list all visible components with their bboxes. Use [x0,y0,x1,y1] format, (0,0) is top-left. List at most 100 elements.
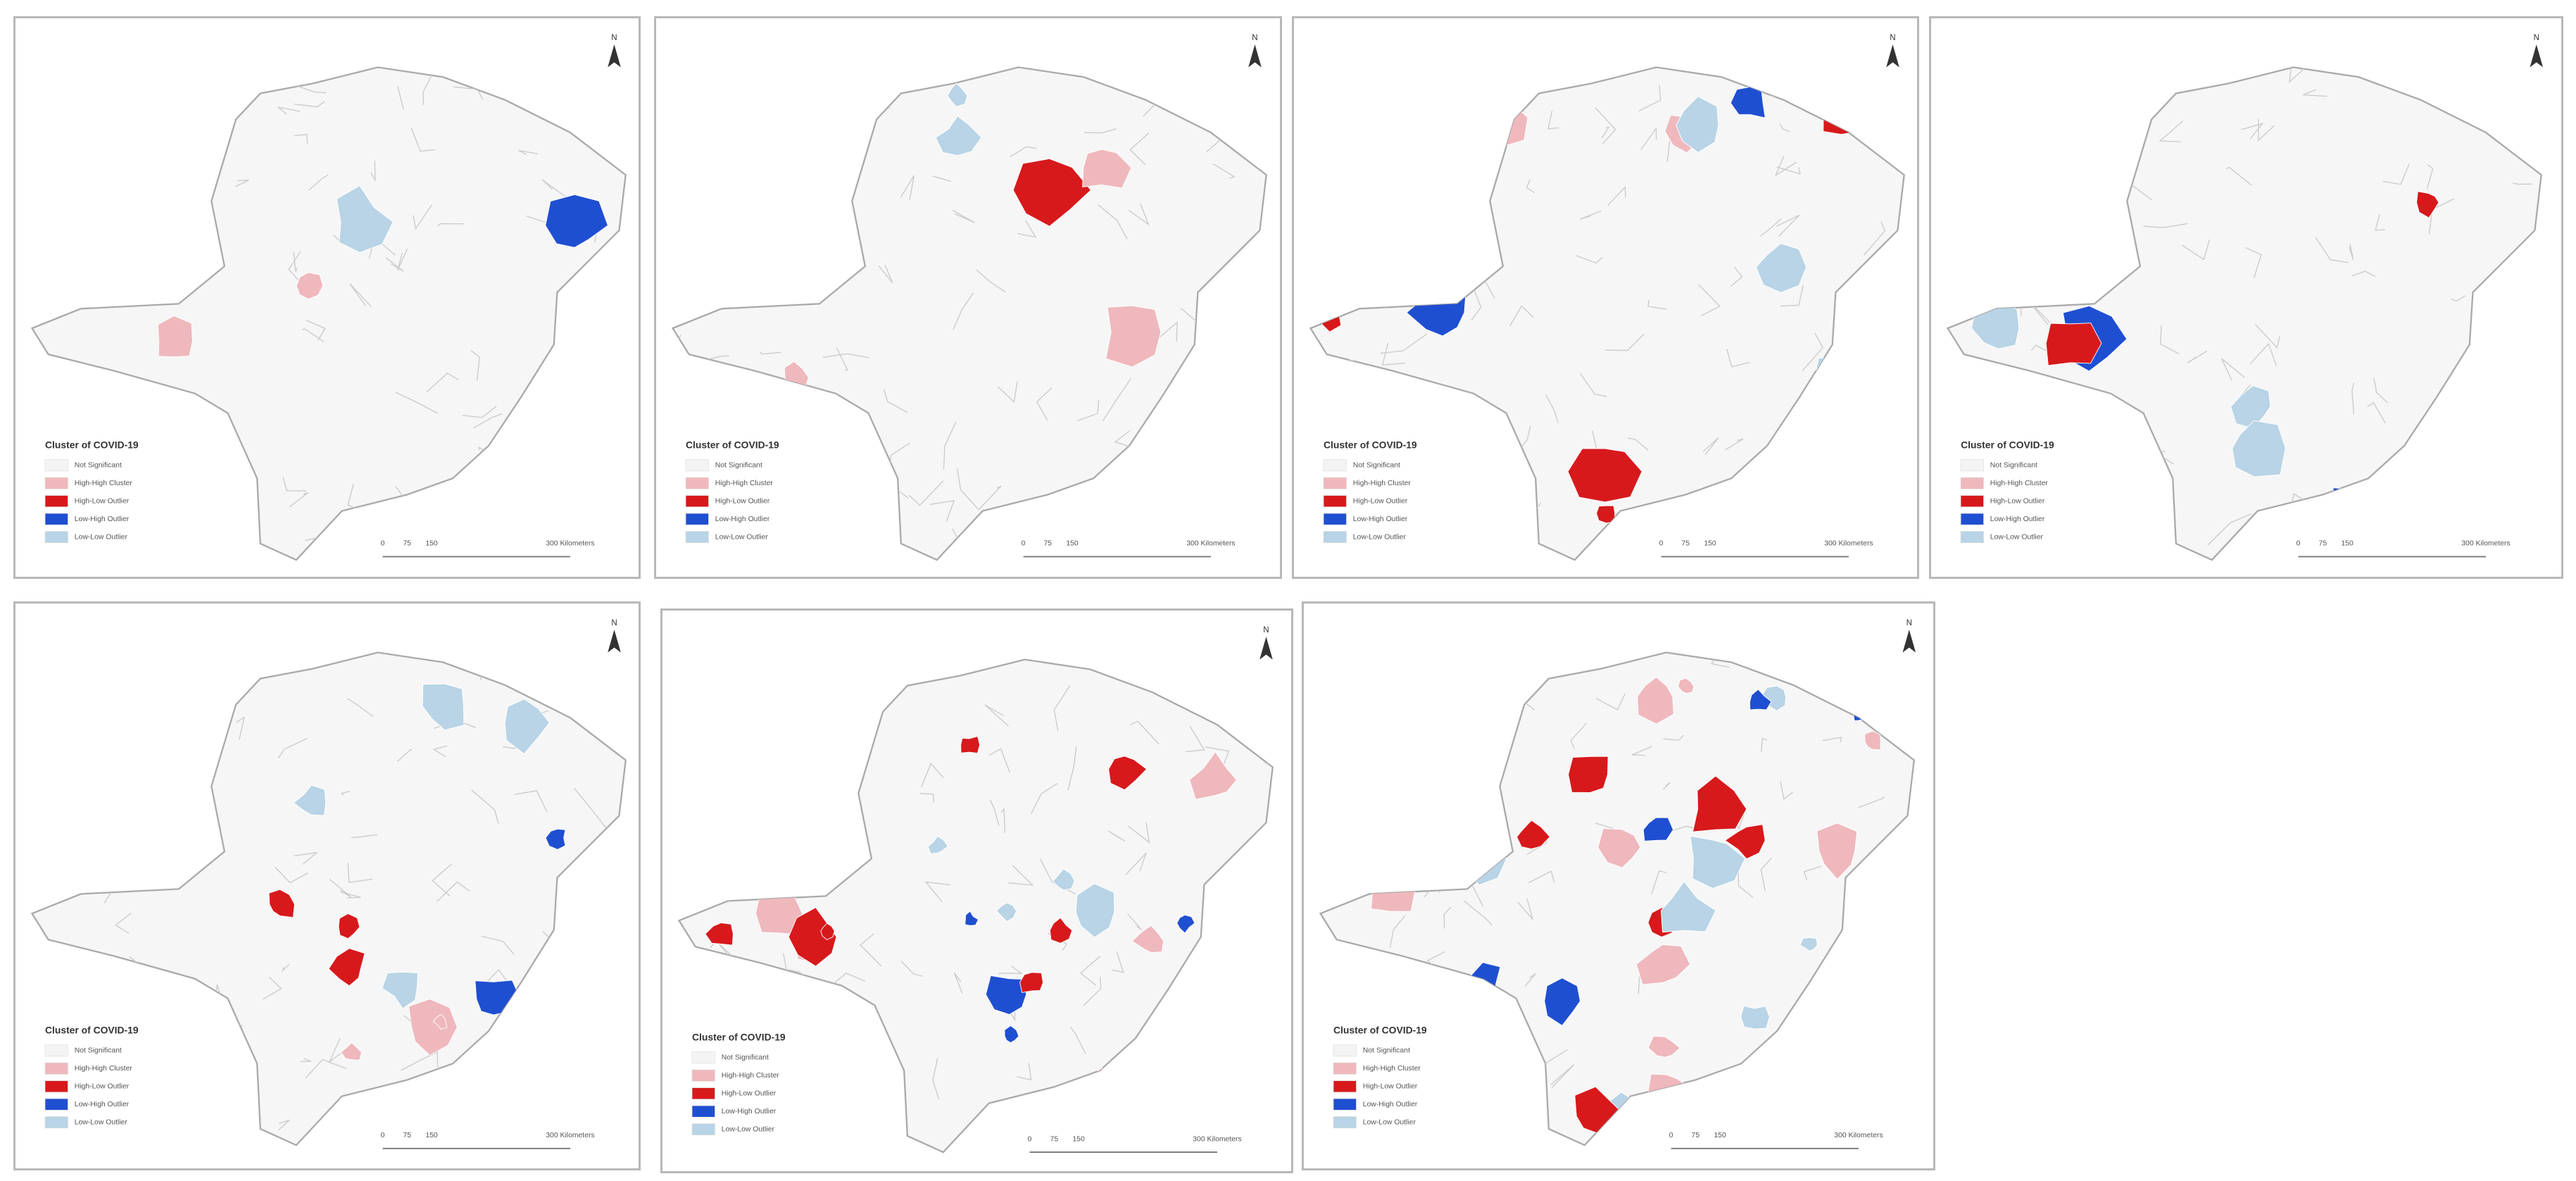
cluster-area [705,922,734,946]
municipality-border [757,174,778,187]
municipality-border [1847,485,1888,503]
municipality-border [294,852,318,865]
cluster-area [1799,937,1818,952]
municipality-border [1627,437,1649,451]
municipality-border [338,1141,346,1146]
legend-label: High-High Cluster [1990,480,2049,487]
municipality-border [1163,1101,1191,1139]
cluster-area [153,848,180,877]
legend-swatch [44,1044,68,1057]
municipality-border [978,485,1002,511]
municipality-border [1779,123,1790,133]
cluster-area [2324,496,2345,520]
municipality-border [436,881,470,903]
municipality-border [1834,1004,1844,1024]
cluster-area [719,856,754,897]
north-label: N [611,619,617,627]
legend-label: Low-High Outlier [1362,1101,1417,1108]
map-panel: Cluster of COVID-19 Not Significant High-H… [13,16,641,579]
map: Cluster of COVID-19 Not Significant High-H… [1319,619,1916,1149]
municipality-border [1083,976,1102,1006]
municipality-border [236,716,245,740]
cluster-area [1677,677,1695,694]
scale-label: 75 [403,540,411,548]
municipality-border [462,406,497,419]
municipality-border [1350,260,1379,285]
municipality-border [1440,782,1447,790]
legend-swatch [44,495,68,508]
municipality-border [878,265,893,284]
municipality-border [2512,182,2532,185]
municipality-border [824,789,837,804]
north-arrow [1885,44,1899,68]
cluster-area [2389,468,2407,485]
scale-label: 150 [1073,1135,1086,1143]
municipality-border [1730,267,1742,287]
legend-title: Cluster of COVID-19 [45,1025,139,1036]
map-panel: Cluster of COVID-19 Not Significant High-H… [1301,601,1936,1170]
cluster-area [1567,756,1609,794]
state-outline [1946,66,2543,561]
municipality-border [2207,513,2252,546]
municipality-border [2113,211,2123,235]
legend-label: High-Low Outlier [74,1083,129,1091]
municipality-border [953,292,974,330]
legend-swatch [1323,513,1347,525]
municipality-border [1640,127,1657,151]
municipality-border [1837,673,1845,696]
municipality-border [1265,956,1274,975]
legend-label: High-High Cluster [1362,1065,1421,1073]
legend-swatch [691,1087,716,1099]
cluster-area [1358,712,1393,749]
north-arrow [1902,630,1916,653]
municipality-border [1112,951,1125,973]
municipality-border [1649,1131,1664,1140]
municipality-border [1416,867,1443,883]
cluster-area [61,675,80,693]
legend-label: Not Significant [1362,1047,1409,1055]
municipality-border [2425,77,2450,96]
municipality-border [1595,693,1626,711]
municipality-border [396,86,404,110]
legend-swatch [1960,495,1984,508]
legend-swatch [685,459,709,472]
municipality-border [1490,1099,1501,1122]
cluster-area [1771,1040,1786,1054]
north-label: N [1264,625,1269,634]
cluster-area [788,906,837,967]
municipality-border [514,790,548,813]
municipality-border [1947,102,1959,126]
cluster-area [1377,796,1402,819]
municipality-border [1857,796,1885,808]
municipality-border [1803,866,1821,880]
cluster-area [1543,977,1581,1027]
municipality-border [2258,119,2275,142]
cluster-area [1212,353,1260,408]
municipality-border [1462,900,1493,926]
municipality-border [1638,85,1661,112]
scale-label: 300 Kilometers [1186,540,1235,548]
scale-label: 300 Kilometers [1824,540,1873,548]
cluster-area [2045,323,2102,366]
legend-swatch [1333,1098,1357,1111]
municipality-border [305,320,326,341]
cluster-area [947,82,968,108]
municipality-border [1321,662,1343,685]
cluster-area [57,849,70,868]
cluster-area [1189,751,1238,800]
municipality-border [1183,659,1213,682]
scale-label: 300 Kilometers [1834,1132,1883,1139]
municipality-border [2048,79,2068,98]
legend-swatch [44,1063,68,1075]
municipality-border [735,68,774,99]
municipality-border [294,101,325,108]
municipality-border [1469,716,1501,741]
scale-label: 0 [1028,1135,1032,1143]
municipality-border [114,913,132,935]
cluster-area [338,913,360,939]
municipality-border [1545,394,1559,424]
legend-label: Not Significant [74,462,121,470]
municipality-border [1439,115,1464,130]
municipality-border [1899,519,1904,531]
